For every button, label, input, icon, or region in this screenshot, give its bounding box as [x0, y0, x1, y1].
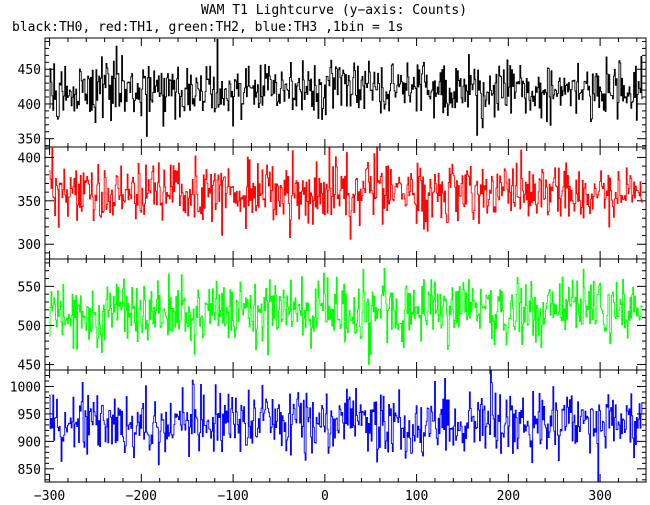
y-tick-label: 350 [18, 195, 41, 210]
y-tick-label: 550 [18, 280, 41, 295]
y-tick-label: 950 [18, 408, 41, 423]
panel-th1: 300 350 400 [18, 146, 647, 260]
panel-th0: 350 400 450 [18, 37, 647, 148]
x-tick-label: 100 [405, 489, 428, 504]
series-th3 [49, 370, 643, 482]
panel-th2: 450 500 550 [18, 258, 647, 374]
y-tick-label: 1000 [10, 380, 41, 395]
x-tick-label: −300 [34, 489, 65, 504]
series-th0 [49, 38, 643, 137]
y-tick-label: 300 [18, 238, 41, 253]
series-th1 [49, 147, 643, 240]
x-tick-label: 0 [321, 489, 329, 504]
x-tick-label: −200 [126, 489, 157, 504]
panel-frame [44, 37, 647, 148]
chart-title: WAM T1 Lightcurve (y−axis: Counts) [201, 3, 467, 18]
y-tick-label: 350 [18, 133, 41, 148]
y-tick-label: 450 [18, 63, 41, 78]
series-th2 [49, 268, 643, 365]
x-axis: −300 −200 −100 0 100 200 300 [34, 489, 612, 504]
x-tick-label: 200 [497, 489, 520, 504]
y-tick-label: 450 [18, 359, 41, 374]
y-tick-label: 850 [18, 463, 41, 478]
y-tick-label: 400 [18, 98, 41, 113]
y-tick-label: 500 [18, 319, 41, 334]
panels-layer: 350 400 450 300 350 400 450 500 550 850 900 950 1000 [10, 37, 647, 483]
panel-th3: 850 900 950 1000 [10, 369, 647, 483]
y-tick-label: 400 [18, 151, 41, 166]
panel-frame [44, 369, 647, 483]
x-tick-label: 300 [588, 489, 611, 504]
x-tick-label: −100 [217, 489, 248, 504]
chart-subtitle: black:TH0, red:TH1, green:TH2, blue:TH3 … [12, 20, 403, 35]
y-tick-label: 900 [18, 435, 41, 450]
